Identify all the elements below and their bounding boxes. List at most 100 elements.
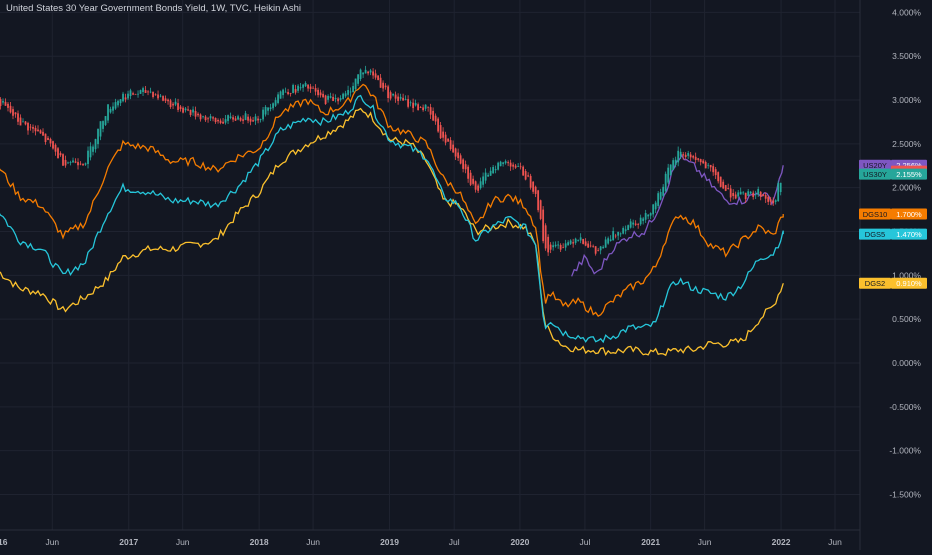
candle-body xyxy=(529,175,532,188)
candle-body xyxy=(124,97,127,100)
candle-body xyxy=(54,144,57,152)
candle-body xyxy=(7,103,9,108)
candle-body xyxy=(689,154,692,158)
candle-body xyxy=(759,191,762,197)
candle-body xyxy=(764,195,767,199)
candle-body xyxy=(474,181,477,190)
candle-body xyxy=(614,235,617,237)
candle-body xyxy=(142,88,144,92)
candle-body xyxy=(437,118,440,132)
candle-body xyxy=(264,106,267,115)
candle-body xyxy=(119,99,122,104)
candle-body xyxy=(252,120,254,122)
candle-body xyxy=(229,116,232,119)
candle-body xyxy=(262,109,264,120)
candle-body xyxy=(369,70,372,73)
candle-body xyxy=(394,94,397,99)
candle-body xyxy=(579,237,582,241)
candle-body xyxy=(634,223,637,225)
candle-body xyxy=(4,101,7,106)
candle-body xyxy=(527,175,530,177)
y-tick-label: 1.000% xyxy=(892,270,921,280)
candle-body xyxy=(362,72,364,75)
candle-body xyxy=(329,96,332,98)
candle-body xyxy=(147,91,149,93)
candle-body xyxy=(432,110,435,121)
candle-body xyxy=(412,102,415,109)
x-tick-label: 2016 xyxy=(0,537,8,547)
candle-body xyxy=(622,228,625,234)
series-tag-bg xyxy=(859,208,891,220)
candle-body xyxy=(342,93,344,99)
candle-body xyxy=(172,103,174,106)
candle-body xyxy=(609,239,612,241)
candle-body xyxy=(14,112,17,115)
candle-body xyxy=(387,86,389,98)
candle-body xyxy=(249,118,252,122)
candle-body xyxy=(232,117,234,120)
candle-body xyxy=(564,243,567,248)
y-tick-label: 0.000% xyxy=(892,358,921,368)
candle-body xyxy=(449,140,452,150)
candle-body xyxy=(594,246,597,254)
candle-body xyxy=(544,225,547,249)
candle-body xyxy=(582,238,585,244)
candle-body xyxy=(664,173,667,192)
series-tag-bg xyxy=(859,159,891,171)
candle-body xyxy=(637,224,640,225)
candle-body xyxy=(434,115,437,122)
candle-body xyxy=(182,107,184,113)
x-tick-label: Jun xyxy=(45,537,59,547)
candle-body xyxy=(29,126,32,128)
candle-body xyxy=(94,139,97,150)
y-tick-label: 2.000% xyxy=(892,183,921,193)
candle-body xyxy=(374,73,377,78)
candle-body xyxy=(649,213,652,216)
x-tick-label: 2019 xyxy=(380,537,399,547)
x-tick-label: Jun xyxy=(176,537,190,547)
candle-body xyxy=(267,107,269,111)
candle-body xyxy=(384,85,387,88)
candle-body xyxy=(704,161,707,169)
candle-body xyxy=(552,245,555,248)
candle-body xyxy=(97,128,99,145)
candle-body xyxy=(367,71,369,74)
candle-body xyxy=(12,109,14,116)
candle-body xyxy=(557,244,560,246)
candle-body xyxy=(714,169,717,176)
x-axis[interactable]: 2016 Jun 2017 Jun 2018 Jun 2019 Jul 2020 Jul 2021 J… xyxy=(0,529,860,547)
candle-body xyxy=(242,119,244,121)
candle-body xyxy=(662,186,665,196)
candle-body xyxy=(304,83,307,87)
candle-body xyxy=(189,109,192,115)
candle-body xyxy=(112,106,114,111)
candle-body xyxy=(737,192,740,197)
candle-body xyxy=(644,213,647,220)
candle-body xyxy=(344,93,347,97)
candle-body xyxy=(162,96,164,101)
candle-body xyxy=(327,95,329,100)
candle-body xyxy=(509,162,512,167)
candle-body xyxy=(57,148,59,159)
candle-body xyxy=(179,106,182,109)
candle-body xyxy=(537,190,540,211)
candle-body xyxy=(224,119,227,123)
candle-body xyxy=(629,221,632,228)
candle-body xyxy=(164,98,167,101)
candle-body xyxy=(679,151,682,157)
candle-body xyxy=(464,164,467,170)
price-tag-value: 1.470% xyxy=(896,230,922,239)
candle-body xyxy=(669,164,672,176)
candle-body xyxy=(694,156,697,160)
candle-body xyxy=(247,116,249,121)
candle-body xyxy=(332,96,334,101)
candle-body xyxy=(692,155,695,158)
candle-body xyxy=(217,119,219,122)
x-tick-label: 2018 xyxy=(250,537,269,547)
y-axis[interactable]: 4.000%3.500%3.000%2.500%2.000%1.500%1.00… xyxy=(859,0,921,550)
candle-body xyxy=(297,85,299,91)
candle-body xyxy=(417,104,420,111)
candle-body xyxy=(559,245,562,250)
